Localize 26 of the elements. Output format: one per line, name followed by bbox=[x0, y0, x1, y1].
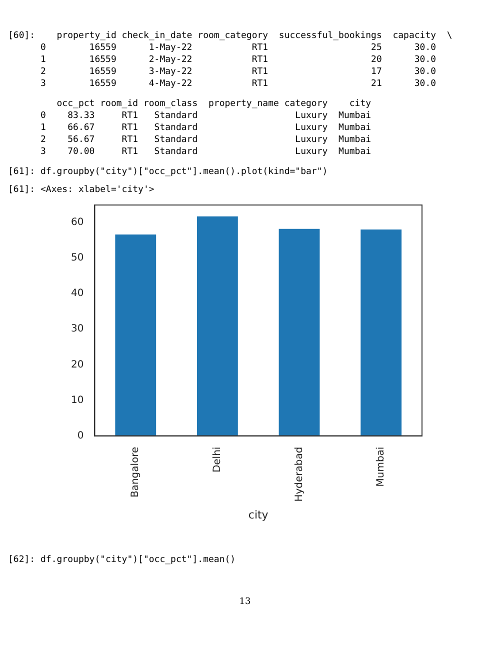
y-tick-label: 10 bbox=[70, 394, 84, 406]
x-tick-label: Delhi bbox=[212, 446, 224, 473]
y-tick-label: 20 bbox=[70, 359, 84, 370]
text: 2 16559 3-May-22 RT1 17 30.0 bbox=[40, 66, 438, 78]
x-tick-label: Bangalore bbox=[130, 446, 142, 498]
x-tick-label: Mumbai bbox=[376, 446, 387, 487]
y-tick-label: 60 bbox=[70, 217, 84, 228]
text: [61]: <Axes: xlabel='city'> bbox=[8, 184, 156, 196]
text: [62]: df.groupby("city")["occ_pct"].mean() bbox=[8, 554, 237, 566]
text: 3 16559 4-May-22 RT1 21 30.0 bbox=[40, 78, 438, 90]
text: 13 bbox=[238, 596, 252, 608]
y-tick-label: 50 bbox=[70, 252, 84, 264]
text: 0 16559 1-May-22 RT1 25 30.0 bbox=[40, 42, 438, 54]
y-tick-label: 0 bbox=[77, 430, 84, 442]
text: occ_pct room_id room_class property_name category city bbox=[56, 98, 372, 110]
y-tick-label: 40 bbox=[70, 288, 84, 300]
text: [60]: property_id check_in_date room_category successful_bookings capacity \ bbox=[8, 30, 454, 42]
text: [61]: df.groupby("city")["occ_pct"].mean().plot(kind="bar") bbox=[8, 166, 329, 178]
text: 0 83.33 RT1 Standard Luxury Mumbai bbox=[40, 110, 372, 122]
text: 1 16559 2-May-22 RT1 20 30.0 bbox=[40, 54, 438, 66]
x-tick-label: Hyderabad bbox=[294, 446, 305, 502]
text: 2 56.67 RT1 Standard Luxury Mumbai bbox=[40, 134, 372, 146]
x-axis-title: city bbox=[248, 508, 269, 522]
text: 3 70.00 RT1 Standard Luxury Mumbai bbox=[40, 146, 372, 158]
y-tick-label: 30 bbox=[70, 324, 84, 335]
text: 1 66.67 RT1 Standard Luxury Mumbai bbox=[40, 122, 372, 134]
